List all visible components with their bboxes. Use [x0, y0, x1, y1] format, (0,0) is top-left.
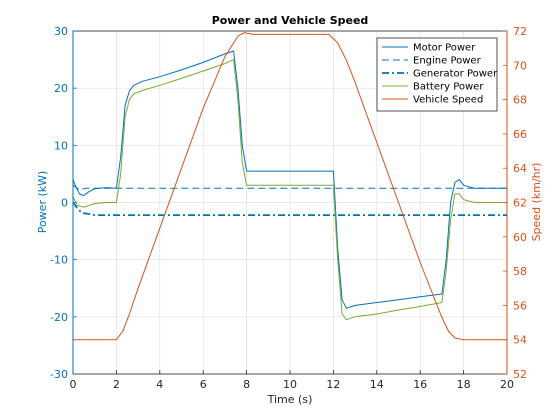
x-tick-label: 20: [500, 378, 514, 391]
y-left-tick-label: 20: [54, 82, 68, 95]
y-right-tick-label: 62: [513, 197, 527, 210]
x-axis-label: Time (s): [267, 393, 313, 406]
y-right-tick-label: 68: [513, 94, 527, 107]
x-tick-label: 18: [457, 378, 471, 391]
x-axis: 0 2 4 6 8 10 12 14 16 18 20: [70, 370, 514, 391]
x-tick-label: 8: [243, 378, 250, 391]
legend: Motor Power Engine Power Generator Power Ba…: [376, 37, 498, 112]
y-right-tick-label: 60: [513, 231, 527, 244]
y-right-axis-label: Speed (km/hr): [530, 163, 543, 242]
y-right-tick-label: 56: [513, 299, 527, 312]
x-tick-label: 14: [370, 378, 384, 391]
y-right-tick-label: 72: [513, 25, 527, 38]
y-left-tick-label: 10: [54, 139, 68, 152]
x-tick-label: 12: [326, 378, 340, 391]
y-right-tick-label: 52: [513, 368, 527, 381]
legend-label: Motor Power: [413, 43, 476, 54]
legend-label: Engine Power: [413, 56, 482, 67]
x-tick-label: 10: [283, 378, 297, 391]
y-right-tick-label: 54: [513, 334, 527, 347]
y-right-tick-label: 66: [513, 128, 527, 141]
y-right-axis: 52 54 56 58 60 62 64 66 68 70 72: [503, 25, 527, 381]
series-line-engine-power: [72, 184, 507, 191]
x-tick-label: 4: [156, 378, 163, 391]
y-left-tick-label: -20: [50, 311, 68, 324]
y-right-tick-label: 70: [513, 59, 527, 72]
series-line-battery-power: [72, 59, 507, 321]
y-left-tick-label: -30: [50, 368, 68, 381]
series-line-vehicle-speed: [73, 32, 507, 341]
y-left-axis: -30 -20 -10 0 10 20 30: [50, 25, 77, 381]
legend-label: Battery Power: [413, 82, 484, 93]
series-layer: [72, 32, 507, 341]
y-left-axis-label: Power (kW): [36, 171, 49, 234]
y-left-tick-label: 30: [54, 25, 68, 38]
y-left-tick-label: -10: [50, 254, 68, 267]
x-tick-label: 2: [113, 378, 120, 391]
chart-title: Power and Vehicle Speed: [212, 14, 369, 27]
y-right-tick-label: 64: [513, 162, 527, 175]
series-line-generator-power: [72, 201, 507, 216]
x-tick-label: 0: [70, 378, 77, 391]
x-tick-label: 6: [200, 378, 207, 391]
y-left-tick-label: 0: [61, 197, 68, 210]
legend-label: Vehicle Speed: [413, 95, 483, 106]
x-tick-label: 16: [413, 378, 427, 391]
y-right-tick-label: 58: [513, 265, 527, 278]
legend-label: Generator Power: [413, 69, 498, 80]
